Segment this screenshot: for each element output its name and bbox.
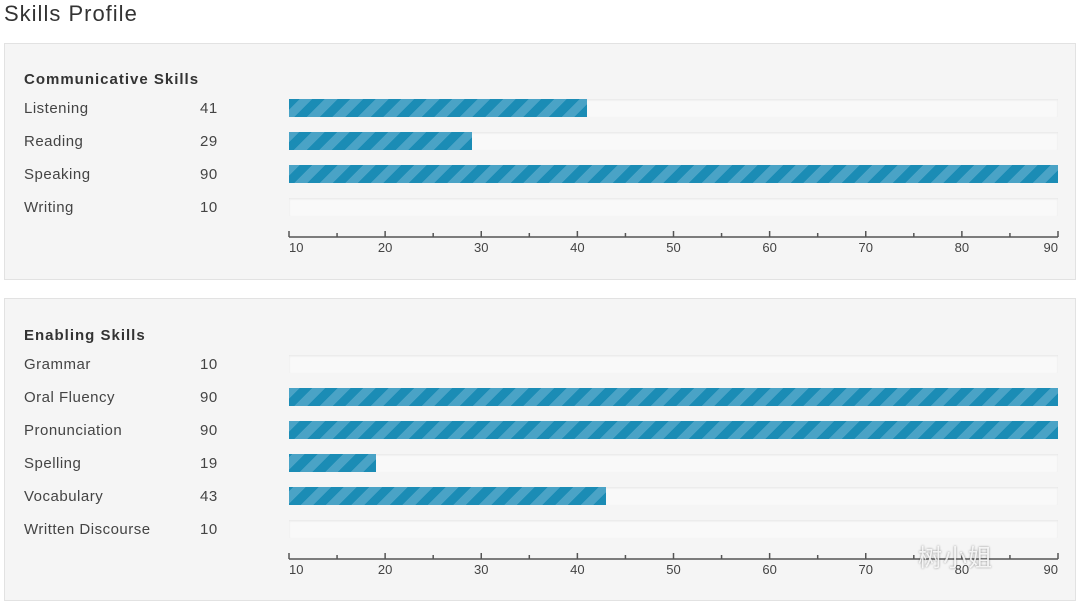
skill-label-pronunciation: Pronunciation: [24, 422, 123, 439]
section-title: Enabling Skills: [24, 327, 146, 344]
x-tick-label-70: 70: [859, 562, 873, 577]
watermark: 树小姐: [918, 545, 993, 572]
bar-track-pronunciation: [289, 421, 1058, 439]
skill-label-writing: Writing: [24, 199, 74, 216]
x-tick-label-70: 70: [859, 240, 873, 255]
x-tick-label-50: 50: [666, 562, 680, 577]
bar-vocabulary: [289, 487, 607, 505]
skill-score-oral-fluency: 90: [200, 389, 218, 406]
skill-score-grammar: 10: [200, 356, 218, 373]
skill-score-listening: 41: [200, 100, 218, 117]
skill-label-written-discourse: Written Discourse: [24, 521, 151, 538]
bar-track-writing: [289, 198, 1058, 216]
bar-spelling: [289, 454, 376, 472]
x-tick-label-40: 40: [570, 240, 584, 255]
bar-track-spelling: [289, 454, 1058, 472]
x-tick-label-80: 80: [955, 240, 969, 255]
skill-score-vocabulary: 43: [200, 488, 218, 505]
x-axis: 10 20 30 40 50 60 70 80 90: [288, 553, 1059, 577]
enabling-skills-panel: Enabling Skills Grammar 10 Oral Fluency 90 Pr…: [4, 298, 1076, 601]
bar-oral-fluency: [289, 388, 1058, 406]
x-tick-label-90: 90: [1044, 562, 1058, 577]
bar-speaking: [289, 165, 1058, 183]
bar-reading: [289, 132, 472, 150]
x-tick-label-30: 30: [474, 240, 488, 255]
bar-track-grammar: [289, 355, 1058, 373]
bar-pronunciation: [289, 421, 1058, 439]
bar-track-reading: [289, 132, 1058, 150]
bar-track-written-discourse: [289, 520, 1058, 538]
skill-score-speaking: 90: [200, 166, 218, 183]
bar-track-listening: [289, 99, 1058, 117]
communicative-skills-panel: Communicative Skills Listening 41 Reading 29…: [4, 43, 1076, 280]
x-tick-label-50: 50: [666, 240, 680, 255]
skill-label-reading: Reading: [24, 133, 84, 150]
skill-score-writing: 10: [200, 199, 218, 216]
x-tick-label-20: 20: [378, 240, 392, 255]
skill-label-oral-fluency: Oral Fluency: [24, 389, 116, 406]
x-tick-label-10: 10: [289, 562, 303, 577]
skill-score-spelling: 19: [200, 455, 218, 472]
bar-track-oral-fluency: [289, 388, 1058, 406]
x-axis: 10 20 30 40 50 60 70 80 90: [288, 231, 1059, 255]
bar-track-speaking: [289, 165, 1058, 183]
x-tick-label-60: 60: [762, 240, 776, 255]
x-tick-label-10: 10: [289, 240, 303, 255]
x-tick-label-90: 90: [1044, 240, 1058, 255]
x-tick-label-20: 20: [378, 562, 392, 577]
x-tick-label-60: 60: [762, 562, 776, 577]
skill-label-listening: Listening: [24, 100, 89, 117]
skill-score-pronunciation: 90: [200, 422, 218, 439]
x-tick-label-40: 40: [570, 562, 584, 577]
skill-label-grammar: Grammar: [24, 356, 91, 373]
bar-track-vocabulary: [289, 487, 1058, 505]
skill-score-written-discourse: 10: [200, 521, 218, 538]
skill-label-spelling: Spelling: [24, 455, 82, 472]
page-title: Skills Profile: [4, 1, 138, 26]
skill-score-reading: 29: [200, 133, 218, 150]
skill-label-vocabulary: Vocabulary: [24, 488, 104, 505]
skill-label-speaking: Speaking: [24, 166, 91, 183]
x-tick-label-80: 80: [955, 562, 969, 577]
section-title: Communicative Skills: [24, 71, 200, 88]
x-tick-label-30: 30: [474, 562, 488, 577]
bar-listening: [289, 99, 587, 117]
